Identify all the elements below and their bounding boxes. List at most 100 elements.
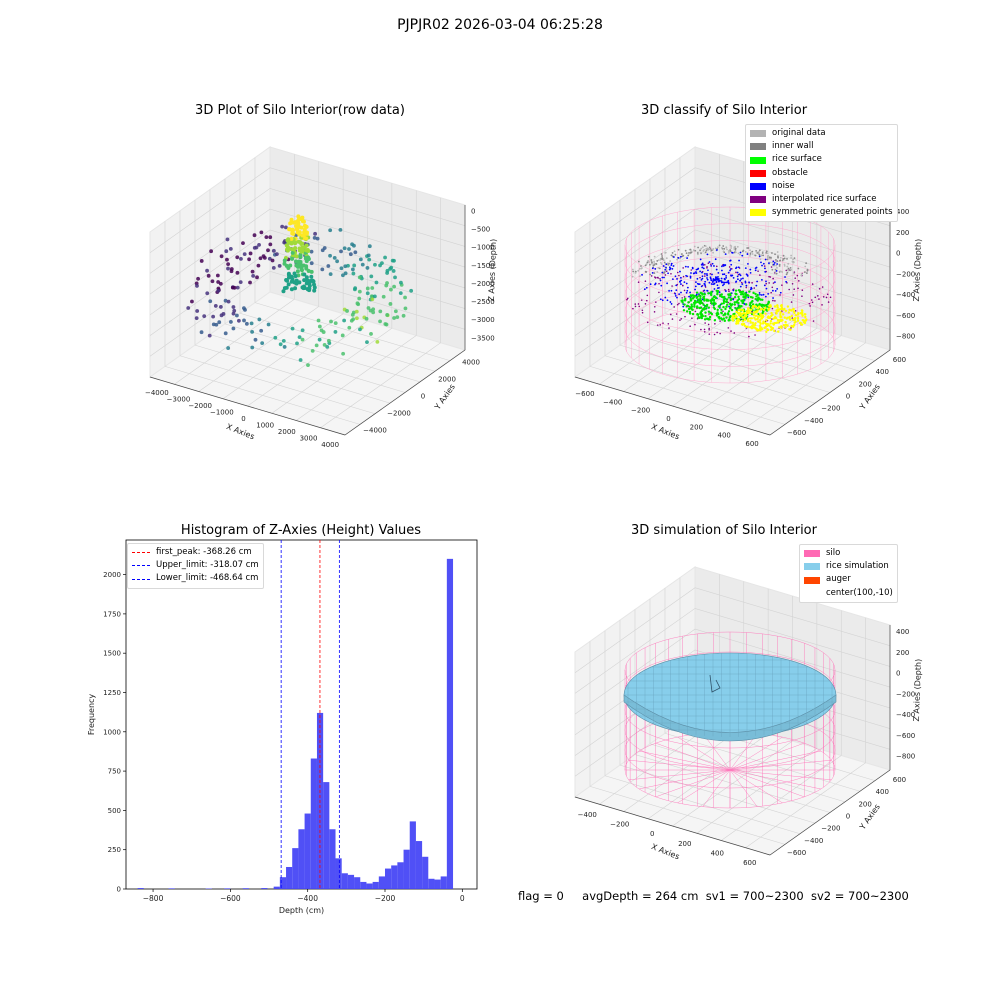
noise-point (701, 262, 704, 265)
noise-point (744, 267, 747, 270)
rice-point (704, 307, 707, 310)
interp-point (641, 309, 644, 312)
wall-point (778, 263, 781, 266)
noise-point (675, 289, 678, 292)
y-tick-label: −4000 (363, 427, 387, 435)
noise-point (711, 273, 713, 276)
wall-point (658, 267, 661, 270)
rice-point (693, 303, 696, 307)
noise-point (718, 291, 721, 294)
data-point (300, 245, 305, 250)
noise-point (671, 268, 674, 270)
data-point (270, 258, 275, 263)
data-point (286, 282, 291, 287)
interp-point (691, 317, 693, 319)
interp-point (751, 282, 753, 284)
rice-point (706, 317, 710, 320)
histogram-bar (310, 758, 317, 889)
data-point (307, 288, 312, 293)
wall-point (687, 254, 690, 257)
data-point (237, 318, 241, 323)
wall-point (786, 265, 789, 268)
wall-point (647, 255, 650, 258)
data-point (372, 294, 377, 299)
interp-point (694, 323, 696, 326)
rice-point (691, 297, 695, 300)
rice-point (720, 302, 723, 305)
noise-point (706, 277, 708, 279)
data-point (365, 340, 369, 345)
noise-point (709, 277, 712, 280)
data-point (347, 247, 351, 251)
symmetric-point (766, 328, 770, 332)
interp-point (703, 331, 706, 333)
noise-point (702, 267, 705, 270)
data-point (292, 247, 297, 252)
y-tick-label: −200 (821, 825, 840, 833)
symmetric-point (783, 316, 786, 319)
x-tick-label: 2000 (278, 428, 296, 436)
noise-point (738, 259, 740, 262)
wall-point (760, 254, 763, 257)
x-tick-label: −400 (578, 811, 597, 819)
rice-surface-edge (623, 694, 837, 742)
noise-point (740, 278, 743, 280)
z-tick-label: −500 (471, 226, 490, 234)
symmetric-point (792, 324, 796, 327)
symmetric-point (793, 316, 797, 320)
interp-point (792, 294, 795, 296)
noise-point (744, 281, 747, 284)
noise-point (674, 292, 677, 295)
interp-point (748, 335, 750, 338)
data-point (329, 319, 333, 324)
z-tick-label: 200 (896, 649, 909, 657)
interp-point (704, 275, 706, 277)
noise-point (741, 254, 744, 257)
noise-point (759, 293, 761, 296)
x-tick-label: 1000 (256, 421, 274, 429)
rice-point (722, 305, 725, 309)
data-point (326, 264, 331, 268)
data-point (339, 266, 344, 271)
symmetric-point (749, 326, 752, 329)
z-axis-label: Z Axies (Depth) (912, 659, 923, 722)
legend-entry: rice surface (750, 153, 893, 166)
noise-point (723, 273, 726, 276)
silo-spoke (729, 769, 832, 781)
symmetric-point (747, 307, 750, 310)
rice-point (729, 293, 732, 297)
symmetric-point (779, 314, 782, 318)
symmetric-point (788, 328, 791, 331)
symmetric-point (773, 305, 777, 308)
rice-point (694, 301, 697, 304)
legend-entry: original data (750, 127, 893, 140)
data-point (207, 333, 212, 338)
noise-point (696, 277, 699, 280)
classify-legend: original data inner wall rice surface obsta… (745, 124, 898, 223)
interp-point (808, 302, 811, 305)
rice-point (722, 299, 726, 302)
y-tick-label: 750 (108, 768, 121, 776)
wall-point (670, 254, 673, 257)
rice-point (767, 300, 770, 304)
noise-point (726, 281, 729, 283)
interp-point (640, 299, 643, 301)
histogram-bar (279, 877, 287, 889)
noise-point (713, 283, 716, 285)
noise-point (722, 265, 725, 267)
noise-point (755, 266, 758, 269)
rice-point (684, 297, 687, 301)
symmetric-point (749, 317, 752, 320)
wall-point (690, 250, 692, 252)
noise-point (774, 281, 776, 284)
wall-point (751, 253, 754, 255)
wall-point (739, 253, 741, 256)
symmetric-point (754, 305, 758, 309)
symmetric-point (801, 314, 804, 317)
data-point (385, 268, 390, 273)
data-point (409, 288, 414, 293)
interp-point (728, 290, 730, 293)
rice-point (738, 306, 741, 309)
wall-point (783, 264, 786, 267)
depth-histogram: −800 −600 −400 −200 0 0 250 500 750 1000 1250 1500 1… (87, 539, 478, 915)
